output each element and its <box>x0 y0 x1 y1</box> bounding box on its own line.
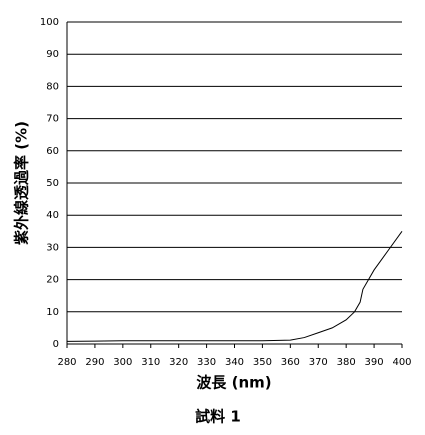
x-tick-label: 330 <box>197 357 216 368</box>
x-tick-label: 370 <box>309 357 328 368</box>
y-axis-title: 紫外線透過率 (%) <box>13 121 31 245</box>
x-tick-label: 320 <box>169 357 188 368</box>
y-tick-label: 50 <box>46 178 59 189</box>
y-tick-label: 70 <box>46 114 59 125</box>
x-tick-label: 350 <box>253 357 272 368</box>
x-tick-label: 360 <box>281 357 300 368</box>
y-tick-label: 100 <box>40 17 59 28</box>
data-line <box>66 231 403 342</box>
y-tick-label: 80 <box>46 81 59 92</box>
y-tick-label: 40 <box>46 210 59 221</box>
y-tick-label: 30 <box>46 242 59 253</box>
x-tick-label: 380 <box>337 357 356 368</box>
y-tick-label: 0 <box>53 339 59 350</box>
chart-title: 試料 1 <box>195 408 241 426</box>
y-tick-label: 60 <box>46 146 59 157</box>
x-tick-label: 400 <box>392 357 411 368</box>
x-tick-label: 340 <box>225 357 244 368</box>
y-tick-label: 20 <box>46 275 59 286</box>
x-axis-title: 波長 (nm) <box>196 374 271 392</box>
y-tick-label: 10 <box>46 307 59 318</box>
x-tick-label: 390 <box>365 357 384 368</box>
x-tick-label: 300 <box>113 357 132 368</box>
x-tick-label: 310 <box>141 357 160 368</box>
y-tick-label: 90 <box>46 49 59 60</box>
x-tick-label: 280 <box>57 357 76 368</box>
x-tick-label: 290 <box>85 357 104 368</box>
